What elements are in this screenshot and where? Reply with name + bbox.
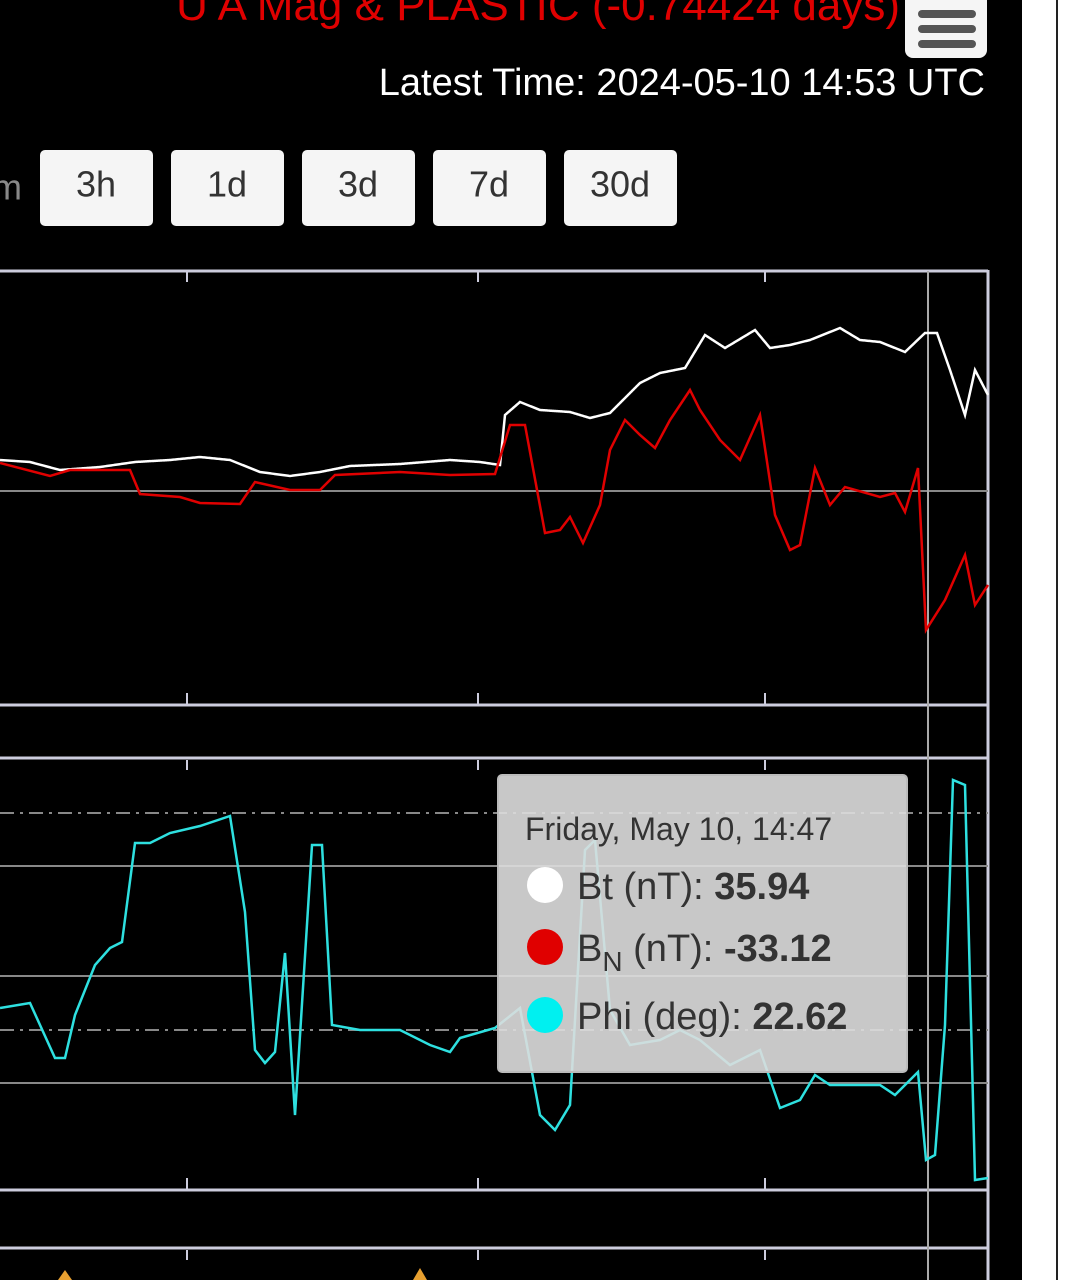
unit: (nT): [623,866,703,908]
button-label: 3d [338,164,378,205]
button-label: 7d [469,164,509,205]
value: 35.94 [714,866,809,908]
tooltip: Friday, May 10, 14:47 Bt (nT): 35.94 BN … [497,774,908,1073]
marker [58,1270,72,1280]
right-margin [1022,0,1069,1280]
legend-dot [527,929,563,965]
button-label: 30d [590,164,650,205]
chart-frames [0,269,990,1280]
bt-line [0,326,990,478]
label: Phi [577,996,632,1038]
phi-line [0,778,989,1182]
legend-dot [527,867,563,903]
tick-marks [186,272,766,1260]
title: U A Mag & PLASTIC (-0.74424 days) [176,0,900,30]
value: 22.62 [752,996,847,1038]
value: -33.12 [724,928,832,970]
tooltip-item: BN (nT): -33.12 [577,928,832,977]
unit: (deg): [642,996,741,1038]
label: B [577,928,602,970]
button[interactable]: 7d [433,150,546,226]
tooltip-item: Bt (nT): 35.94 [577,866,809,908]
unit: (nT): [623,928,714,970]
latest-time: Latest Time: 2024-05-10 14:53 UTC [379,62,985,104]
bn-line [0,387,990,635]
subscript: N [602,946,622,977]
legend-dot [527,997,563,1033]
button[interactable]: 30d [564,150,677,226]
marker [413,1268,427,1280]
menu-button[interactable] [905,0,987,58]
button-label: 3h [76,164,116,205]
label: Bt [577,866,613,908]
tooltip-item: Phi (deg): 22.62 [577,996,847,1038]
button[interactable]: 3d [302,150,415,226]
tooltip-date: Friday, May 10, 14:47 [525,811,832,847]
button[interactable]: 1d [171,150,284,226]
partial-button-label: m [0,167,22,208]
button-label: 1d [207,164,247,205]
button[interactable]: 3h [40,150,153,226]
